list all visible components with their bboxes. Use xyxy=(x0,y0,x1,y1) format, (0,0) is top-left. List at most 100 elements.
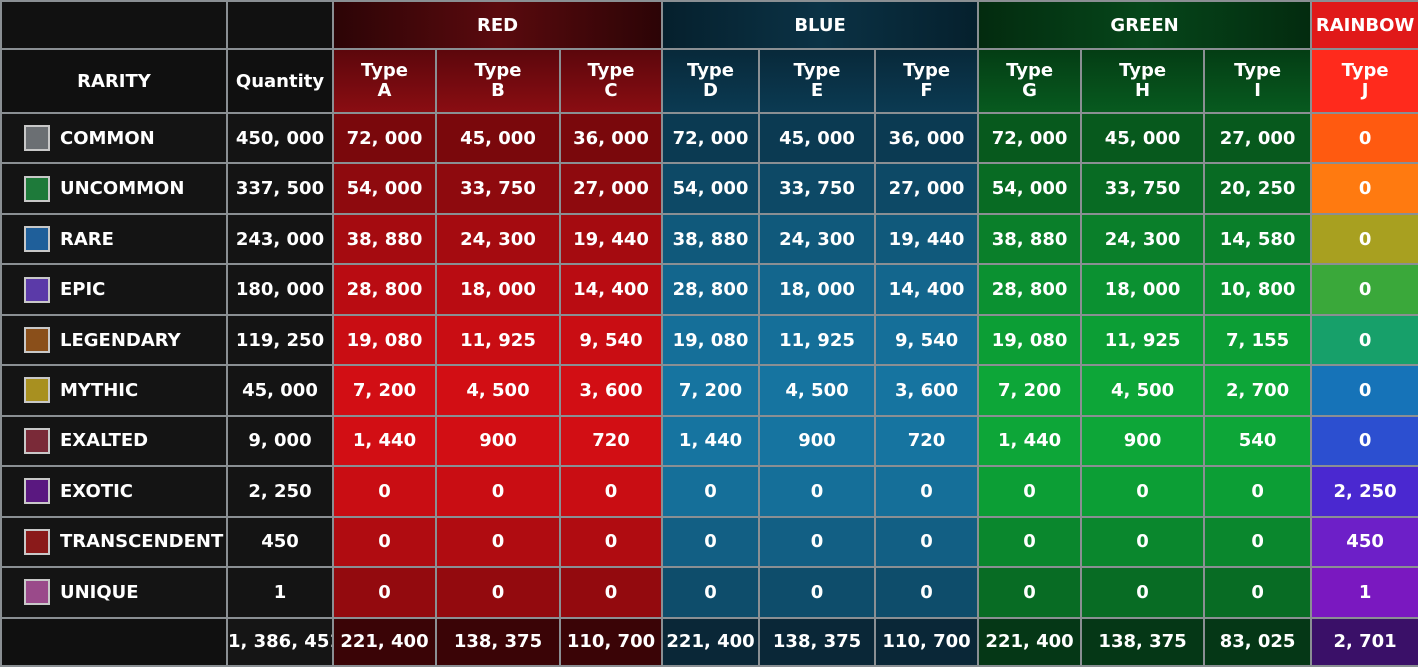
rarity-label: RARE xyxy=(60,228,114,250)
type-letter: A xyxy=(377,80,392,102)
type-letter: H xyxy=(1135,80,1151,102)
value-cell-type-i: 27, 000 xyxy=(1203,111,1313,165)
value-cell-type-c: 0 xyxy=(558,465,664,518)
value-cell-type-e: 0 xyxy=(758,566,877,619)
value-cell-type-j: 450 xyxy=(1310,515,1418,569)
type-letter: G xyxy=(1022,80,1037,102)
value-cell-type-g: 28, 800 xyxy=(977,263,1083,316)
total-cell-type-c: 110, 700 xyxy=(558,616,664,667)
table-row: EPIC 180, 000 28, 800 18, 000 14, 400 28, 800… xyxy=(0,263,1418,316)
value-cell-type-d: 72, 000 xyxy=(661,111,761,165)
quantity-cell: 9, 000 xyxy=(226,414,334,468)
value-cell-type-f: 0 xyxy=(874,515,980,569)
value-cell-type-b: 900 xyxy=(435,414,561,468)
value-cell-type-b: 0 xyxy=(435,465,561,518)
value-cell-type-d: 19, 080 xyxy=(661,313,761,367)
value-cell-type-c: 19, 440 xyxy=(558,212,664,266)
type-letter: F xyxy=(920,80,933,102)
rarity-name-cell: EXALTED xyxy=(0,414,228,468)
total-cell-type-h: 138, 375 xyxy=(1080,616,1206,667)
rarity-label: EPIC xyxy=(60,279,106,301)
group-header-red: RED xyxy=(331,0,664,51)
group-header-rainbow: RAINBOW xyxy=(1310,0,1418,51)
table-row: COMMON 450, 000 72, 000 45, 000 36, 000 72, 0… xyxy=(0,111,1418,165)
type-letter: D xyxy=(703,80,718,102)
value-cell-type-a: 0 xyxy=(332,465,437,518)
group-header-row: RED BLUE GREEN RAINBOW xyxy=(0,0,1418,51)
value-cell-type-g: 19, 080 xyxy=(977,313,1083,367)
value-cell-type-f: 720 xyxy=(874,414,980,468)
rarity-label: EXALTED xyxy=(60,430,149,452)
value-cell-type-g: 72, 000 xyxy=(977,111,1083,165)
totals-label-cell xyxy=(0,616,228,667)
value-cell-type-i: 10, 800 xyxy=(1203,263,1313,316)
value-cell-type-b: 18, 000 xyxy=(435,263,561,316)
rarity-swatch-icon xyxy=(24,528,50,555)
rarity-column-header: RARITY xyxy=(0,48,228,114)
type-letter: C xyxy=(604,80,618,102)
value-cell-type-c: 14, 400 xyxy=(558,263,664,316)
value-cell-type-j: 0 xyxy=(1310,212,1418,266)
table-row: UNCOMMON 337, 500 54, 000 33, 750 27, 000 54,… xyxy=(0,162,1418,215)
value-cell-type-b: 4, 500 xyxy=(435,364,561,417)
value-cell-type-i: 20, 250 xyxy=(1203,162,1313,215)
value-cell-type-a: 0 xyxy=(332,566,437,619)
rarity-label: EXOTIC xyxy=(60,480,134,502)
type-letter: J xyxy=(1361,80,1369,102)
rarity-swatch-icon xyxy=(24,226,50,253)
value-cell-type-b: 0 xyxy=(435,566,561,619)
rarity-label: MYTHIC xyxy=(60,379,139,401)
table-row: MYTHIC 45, 000 7, 200 4, 500 3, 600 7, 200 4, … xyxy=(0,364,1418,417)
value-cell-type-j: 0 xyxy=(1310,162,1418,215)
value-cell-type-h: 4, 500 xyxy=(1080,364,1206,417)
type-header-j: Type J xyxy=(1310,48,1418,114)
rarity-name-cell: TRANSCENDENT xyxy=(0,515,228,569)
rarity-name-cell: COMMON xyxy=(0,111,228,165)
value-cell-type-e: 900 xyxy=(758,414,877,468)
value-cell-type-j: 0 xyxy=(1310,364,1418,417)
rarity-name-cell: EPIC xyxy=(0,263,228,316)
value-cell-type-j: 0 xyxy=(1310,111,1418,165)
rarity-name-cell: UNCOMMON xyxy=(0,162,228,215)
value-cell-type-a: 19, 080 xyxy=(332,313,437,367)
type-header-d: Type D xyxy=(661,48,761,114)
value-cell-type-h: 45, 000 xyxy=(1080,111,1206,165)
value-cell-type-d: 54, 000 xyxy=(661,162,761,215)
value-cell-type-d: 7, 200 xyxy=(661,364,761,417)
value-cell-type-c: 0 xyxy=(558,515,664,569)
value-cell-type-e: 33, 750 xyxy=(758,162,877,215)
quantity-cell: 450, 000 xyxy=(226,111,334,165)
rarity-swatch-icon xyxy=(24,125,50,152)
table-row: LEGENDARY 119, 250 19, 080 11, 925 9, 540 19,… xyxy=(0,313,1418,367)
value-cell-type-e: 24, 300 xyxy=(758,212,877,266)
quantity-cell: 450 xyxy=(226,515,334,569)
value-cell-type-a: 0 xyxy=(332,515,437,569)
type-letter: E xyxy=(810,80,824,102)
value-cell-type-d: 0 xyxy=(661,465,761,518)
value-cell-type-b: 11, 925 xyxy=(435,313,561,367)
value-cell-type-h: 0 xyxy=(1080,515,1206,569)
value-cell-type-g: 54, 000 xyxy=(977,162,1083,215)
value-cell-type-g: 1, 440 xyxy=(977,414,1083,468)
value-cell-type-b: 45, 000 xyxy=(435,111,561,165)
value-cell-type-j: 2, 250 xyxy=(1310,465,1418,518)
value-cell-type-c: 3, 600 xyxy=(558,364,664,417)
value-cell-type-h: 0 xyxy=(1080,566,1206,619)
value-cell-type-c: 27, 000 xyxy=(558,162,664,215)
type-letter: I xyxy=(1254,80,1261,102)
rarity-swatch-icon xyxy=(24,478,50,505)
value-cell-type-f: 0 xyxy=(874,566,980,619)
quantity-cell: 243, 000 xyxy=(226,212,334,266)
type-word: Type xyxy=(1234,60,1282,82)
value-cell-type-i: 540 xyxy=(1203,414,1313,468)
value-cell-type-i: 2, 700 xyxy=(1203,364,1313,417)
type-header-b: Type B xyxy=(435,48,561,114)
value-cell-type-e: 45, 000 xyxy=(758,111,877,165)
value-cell-type-a: 72, 000 xyxy=(332,111,437,165)
type-letter: B xyxy=(491,80,505,102)
quantity-cell: 337, 500 xyxy=(226,162,334,215)
total-cell-type-f: 110, 700 xyxy=(874,616,980,667)
quantity-cell: 2, 250 xyxy=(226,465,334,518)
total-cell-type-j: 2, 701 xyxy=(1310,616,1418,667)
value-cell-type-g: 7, 200 xyxy=(977,364,1083,417)
